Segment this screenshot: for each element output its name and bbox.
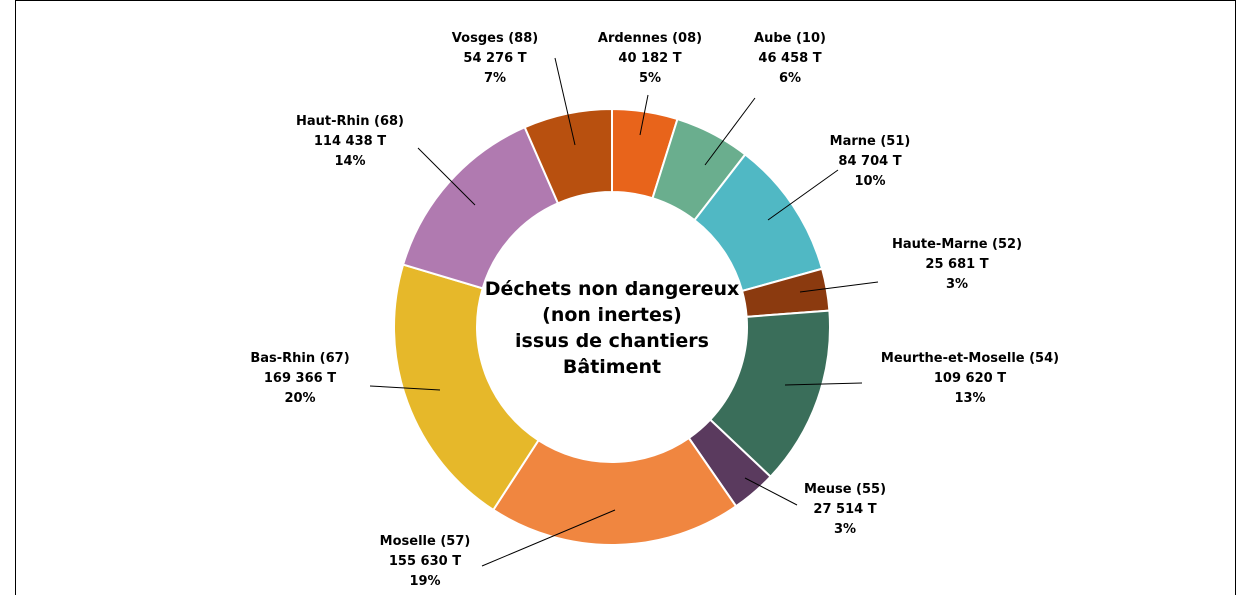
leader-line — [417, 147, 476, 206]
slice-label: Marne (51) 84 704 T 10% — [830, 134, 911, 189]
slice-label: Meuse (55) 27 514 T 3% — [804, 482, 886, 537]
label-line: 6% — [779, 71, 801, 86]
leader-line — [704, 97, 756, 166]
slice-label: Aube (10) 46 458 T 6% — [754, 31, 826, 86]
label-line: Haute-Marne (52) — [892, 237, 1022, 252]
label-line: 19% — [409, 574, 440, 589]
donut-slice — [523, 107, 613, 205]
slice-label: Bas-Rhin (67) 169 366 T 20% — [250, 351, 349, 406]
chart-title: Bâtiment — [563, 356, 661, 378]
label-line: 109 620 T — [934, 371, 1006, 386]
donut-slice — [393, 263, 540, 512]
label-line: Marne (51) — [830, 134, 911, 149]
label-line: Meuse (55) — [804, 482, 886, 497]
label-line: 169 366 T — [264, 371, 336, 386]
label-line: 13% — [954, 391, 985, 406]
label-line: Haut-Rhin (68) — [296, 114, 404, 129]
label-line: Aube (10) — [754, 31, 826, 46]
label-line: 7% — [484, 71, 506, 86]
slice-label: Ardennes (08) 40 182 T 5% — [598, 31, 702, 86]
slice-label: Haut-Rhin (68) 114 438 T 14% — [296, 114, 404, 169]
label-line: 84 704 T — [838, 154, 901, 169]
label-line: 46 458 T — [758, 51, 821, 66]
label-line: 3% — [834, 522, 856, 537]
label-line: 40 182 T — [618, 51, 681, 66]
leader-line — [784, 382, 863, 386]
leader-line — [554, 57, 576, 146]
slice-label: Moselle (57) 155 630 T 19% — [380, 534, 471, 589]
leader-line — [767, 169, 839, 221]
chart-title: Déchets non dangereux — [485, 278, 740, 300]
slice-label: Meurthe-et-Moselle (54) 109 620 T 13% — [881, 351, 1059, 406]
label-line: Ardennes (08) — [598, 31, 702, 46]
label-line: 3% — [946, 277, 968, 292]
chart-title: (non inertes) — [542, 304, 682, 326]
label-line: Bas-Rhin (67) — [250, 351, 349, 366]
label-line: 5% — [639, 71, 661, 86]
label-line: Meurthe-et-Moselle (54) — [881, 351, 1059, 366]
label-line: 155 630 T — [389, 554, 461, 569]
leader-line — [369, 385, 441, 391]
leader-line — [639, 94, 649, 136]
label-line: 54 276 T — [463, 51, 526, 66]
chart-title: issus de chantiers — [515, 330, 709, 352]
slice-label: Haute-Marne (52) 25 681 T 3% — [892, 237, 1022, 292]
slice-label: Vosges (88) 54 276 T 7% — [452, 31, 538, 86]
label-line: 114 438 T — [314, 134, 386, 149]
label-line: 27 514 T — [813, 502, 876, 517]
label-line: 20% — [284, 391, 315, 406]
leader-line — [744, 477, 798, 506]
label-line: 14% — [334, 154, 365, 169]
label-line: Vosges (88) — [452, 31, 538, 46]
label-line: 25 681 T — [925, 257, 988, 272]
label-line: 10% — [854, 174, 885, 189]
leader-line — [481, 509, 616, 567]
leader-line — [799, 281, 879, 293]
label-line: Moselle (57) — [380, 534, 471, 549]
